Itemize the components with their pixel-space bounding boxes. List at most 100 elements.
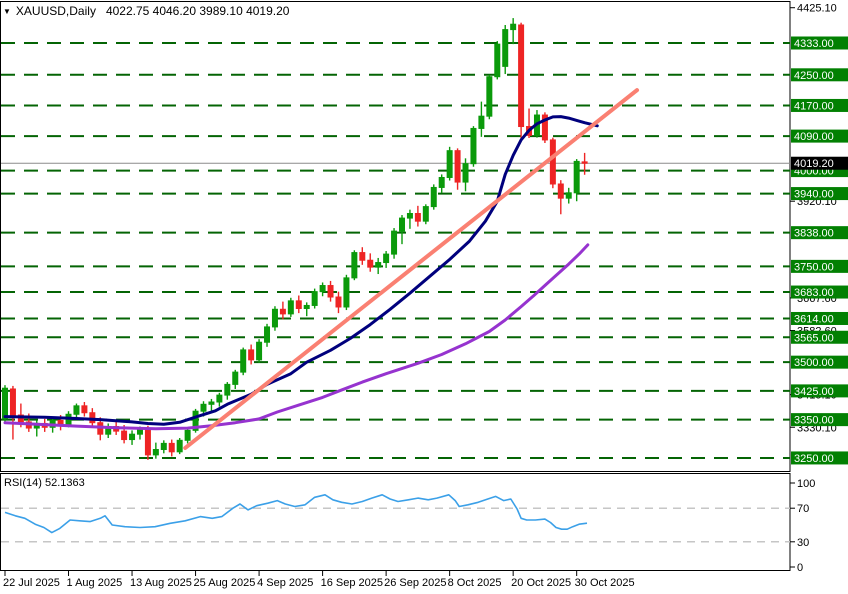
price-level-badge [791,187,848,201]
price-level-badge-label: 3350.00 [794,415,834,427]
price-level-badge [791,330,848,344]
candlestick-up [478,115,485,129]
candlestick-down [9,388,16,416]
price-level-badge [791,129,848,143]
chart-title: ▼ XAUUSD,Daily 4022.75 4046.20 3989.10 4… [3,4,289,18]
candlestick-down [518,24,525,128]
rsi-line [4,493,588,534]
candlestick-down [121,430,128,441]
candlestick-up [200,403,207,412]
candlestick-down [168,442,175,453]
rsi-pane-border [0,473,791,571]
candlestick-down [248,349,255,361]
candlestick-down [335,296,342,308]
candlestick-up [502,29,509,67]
date-tick-label: 4 Sep 2025 [257,577,313,589]
ma-fast-line [3,115,599,426]
price-scale-label: 4425.10 [797,3,837,15]
price-level-badge [791,384,848,398]
candlestick-up [176,439,183,453]
candlestick-up [232,371,239,385]
candlestick-up [470,127,477,165]
price-level-badge [791,98,848,112]
symbol-period-label: XAUUSD,Daily [15,4,96,18]
price-level-badge-label: 4170.00 [794,100,834,112]
price-level-badge [791,36,848,50]
current-price-badge [791,156,848,170]
price-level-badge-label: 3425.00 [794,386,834,398]
rsi-scale-label: 0 [797,562,803,574]
date-tick-label: 16 Sep 2025 [321,577,383,589]
date-tick-label: 26 Sep 2025 [384,577,446,589]
price-level-badge [791,285,848,299]
price-level-badge-label: 3250.00 [794,453,834,465]
price-level-badge-label: 4333.00 [794,38,834,50]
candlestick-up [256,341,263,361]
candlestick-up [399,217,405,232]
ma-slow-line [3,243,590,431]
price-level-badge [791,68,848,82]
date-tick-label: 25 Aug 2025 [194,577,256,589]
candlestick-down [144,428,151,456]
rsi-scale-label: 30 [797,537,809,549]
price-level-badge [791,355,848,369]
candlestick-up [573,160,580,194]
candlestick-up [240,349,247,373]
candlestick-up [160,442,167,451]
price-level-badge-label: 3500.00 [794,357,834,369]
price-level-badge-label: 4250.00 [794,70,834,82]
ohlc-quote-values: 4022.75 4046.20 3989.10 4019.20 [105,4,290,18]
candlestick-up [303,304,310,310]
candlestick-down [81,405,88,414]
candlestick-up [375,262,382,268]
candlestick-down [327,285,334,298]
candlestick-up [319,285,326,293]
price-level-badge [791,413,848,427]
candlestick-up [216,394,223,403]
candlestick-up [446,150,453,178]
candlestick-up [391,230,398,255]
rsi-scale-label: 70 [797,503,809,515]
price-level-badge [791,226,848,240]
candlestick-up [438,176,445,188]
candlestick-up [152,449,159,456]
date-tick-label: 1 Aug 2025 [67,577,123,589]
price-level-badge-label: 3683.00 [794,287,834,299]
candlestick-up [184,429,191,441]
symbol-collapse-triangle-icon[interactable]: ▼ [3,6,11,16]
candlestick-down [17,414,24,423]
rsi-indicator-label: RSI(14) 52.1363 [4,477,85,489]
candlestick-up [406,212,413,219]
candlestick-down [57,419,64,425]
candlestick-down [541,114,548,141]
candlestick-up [2,387,8,420]
price-level-badge [791,259,848,273]
trendline[interactable] [183,88,640,450]
candlestick-up [287,300,294,315]
candlestick-down [295,300,302,310]
candlestick-up [462,163,469,183]
candlestick-up [383,253,390,264]
price-level-badge-label: 3614.00 [794,313,834,325]
candlestick-up [343,277,350,308]
candlestick-down [549,139,556,185]
date-tick-label: 30 Oct 2025 [575,577,635,589]
candlestick-up [192,410,199,431]
price-level-badge-label: 4090.00 [794,131,834,143]
price-level-badge-label: 3940.00 [794,189,834,201]
candlestick-down [414,212,421,222]
candlestick-down [279,308,286,315]
candlestick-up [311,291,318,306]
candlestick-up [494,43,501,78]
price-level-badge [791,311,848,325]
candlestick-up [129,433,136,441]
date-tick-label: 22 Jul 2025 [3,577,60,589]
candlestick-up [208,401,215,405]
candlestick-up [271,308,278,328]
candlestick-up [565,192,572,199]
candlestick-up [486,76,493,117]
candlestick-up [264,326,271,343]
candlestick-down [454,150,461,183]
